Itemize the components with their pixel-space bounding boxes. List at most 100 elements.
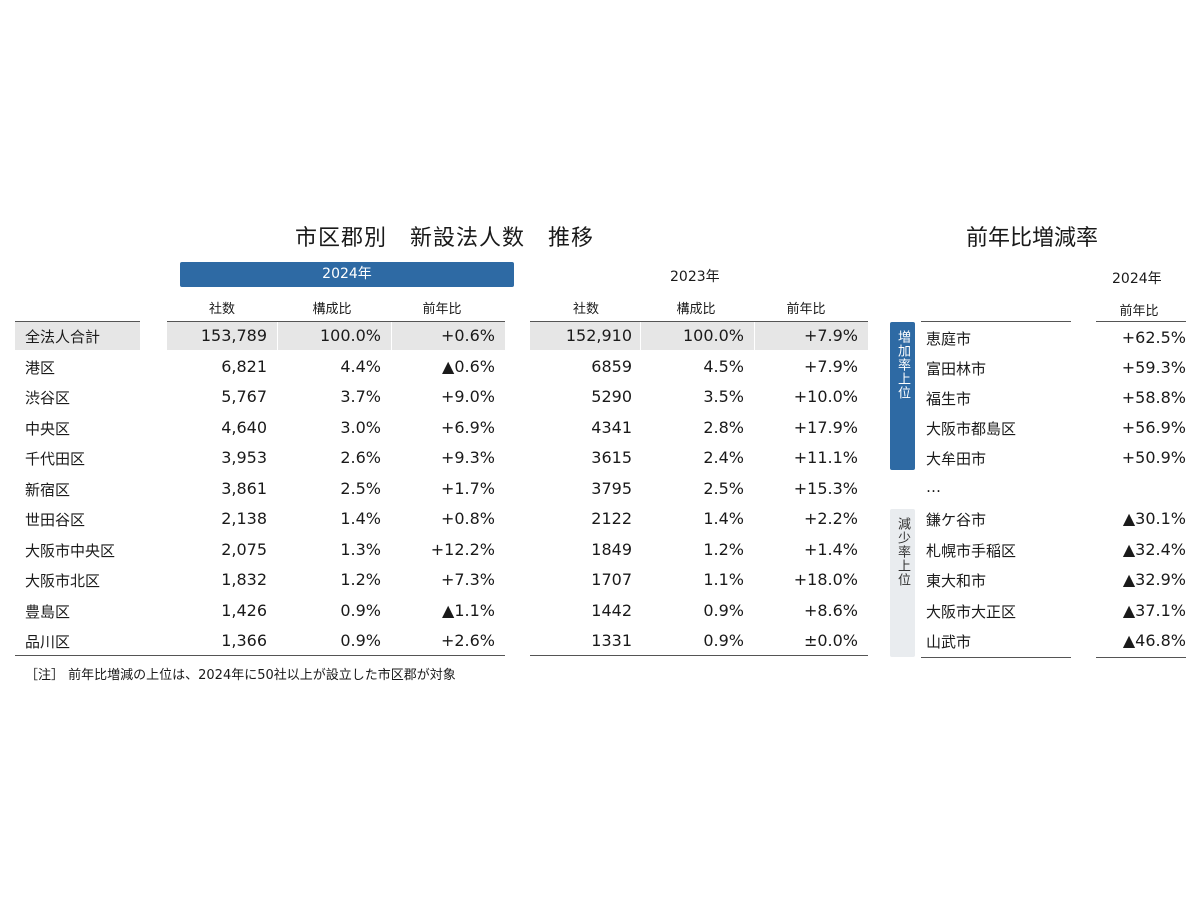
- increase-name: 大牟田市: [926, 450, 987, 468]
- cell-2024-yoy: +9.3%: [440, 448, 495, 467]
- cell-2023-count: 2122: [591, 509, 632, 528]
- row-label: 千代田区: [25, 450, 86, 468]
- col-2024-count: 社数: [208, 302, 235, 317]
- cell-2024-share: 4.4%: [340, 357, 381, 376]
- footnote: ［注］ 前年比増減の上位は、2024年に50社以上が設立した市区郡が対象: [25, 668, 456, 683]
- decrease-rank-label: 減少率上位: [895, 517, 910, 587]
- cell-2024-count: 2,075: [221, 540, 267, 559]
- total-sep-2: [391, 322, 392, 350]
- decrease-value: ▲37.1%: [1122, 601, 1186, 620]
- cell-2023-count: 152,910: [565, 326, 632, 345]
- increase-value: +50.9%: [1121, 448, 1186, 467]
- decrease-value: ▲32.4%: [1122, 540, 1186, 559]
- cell-2023-count: 1442: [591, 601, 632, 620]
- cell-2024-share: 2.5%: [340, 479, 381, 498]
- rule-2024-top: [167, 321, 505, 322]
- year-2024-band: 2024年: [180, 262, 514, 287]
- cell-2024-count: 5,767: [221, 387, 267, 406]
- rule-2024-bottom: [15, 655, 505, 656]
- increase-value: +56.9%: [1121, 418, 1186, 437]
- cell-2024-share: 3.0%: [340, 418, 381, 437]
- cell-2024-count: 3,953: [221, 448, 267, 467]
- decrease-name: 山武市: [926, 633, 972, 651]
- cell-2024-yoy: +9.0%: [440, 387, 495, 406]
- cell-2024-count: 153,789: [200, 326, 267, 345]
- row-label: 全法人合計: [25, 328, 101, 346]
- cell-2023-count: 1331: [591, 631, 632, 650]
- increase-name: 富田林市: [926, 360, 987, 378]
- cell-2023-share: 0.9%: [703, 631, 744, 650]
- cell-2024-yoy: +0.6%: [440, 326, 495, 345]
- total-sep-3: [640, 322, 641, 350]
- cell-2024-yoy: +12.2%: [430, 540, 495, 559]
- cell-2023-share: 2.4%: [703, 448, 744, 467]
- row-label: 中央区: [25, 420, 71, 438]
- increase-value: +58.8%: [1121, 388, 1186, 407]
- rule-side-name-bottom: [921, 657, 1071, 658]
- cell-2024-yoy: +7.3%: [440, 570, 495, 589]
- cell-2024-yoy: ▲0.6%: [442, 357, 495, 376]
- row-label: 品川区: [25, 633, 71, 651]
- cell-2023-share: 0.9%: [703, 601, 744, 620]
- cell-2023-share: 1.1%: [703, 570, 744, 589]
- col-2023-count: 社数: [572, 302, 599, 317]
- row-label: 渋谷区: [25, 389, 71, 407]
- cell-2024-yoy: +2.6%: [440, 631, 495, 650]
- cell-2023-share: 1.2%: [703, 540, 744, 559]
- rule-side-val-top: [1096, 321, 1186, 322]
- cell-2024-count: 1,366: [221, 631, 267, 650]
- total-row-bg-2023: [530, 322, 868, 350]
- cell-2023-share: 4.5%: [703, 357, 744, 376]
- decrease-name: 札幌市手稲区: [926, 542, 1017, 560]
- cell-2023-share: 100.0%: [682, 326, 744, 345]
- cell-2023-yoy: +10.0%: [793, 387, 858, 406]
- cell-2024-yoy: +1.7%: [440, 479, 495, 498]
- cell-2024-count: 6,821: [221, 357, 267, 376]
- row-label: 港区: [25, 359, 56, 377]
- cell-2023-yoy: +8.6%: [803, 601, 858, 620]
- cell-2023-yoy: +2.2%: [803, 509, 858, 528]
- page-title: 市区郡別 新設法人数 推移: [295, 226, 595, 251]
- col-2024-share: 構成比: [312, 302, 352, 317]
- cell-2024-share: 1.2%: [340, 570, 381, 589]
- total-sep-1: [277, 322, 278, 350]
- cell-2023-share: 2.8%: [703, 418, 744, 437]
- cell-2023-count: 1849: [591, 540, 632, 559]
- increase-name: 恵庭市: [926, 330, 972, 348]
- decrease-value: ▲46.8%: [1122, 631, 1186, 650]
- cell-2024-yoy: +0.8%: [440, 509, 495, 528]
- row-label: 大阪市中央区: [25, 542, 116, 560]
- rule-side-val-bottom: [1096, 657, 1186, 658]
- side-year-label: 2024年: [1112, 271, 1162, 287]
- increase-name: 福生市: [926, 390, 972, 408]
- cell-2024-share: 1.4%: [340, 509, 381, 528]
- cell-2023-count: 6859: [591, 357, 632, 376]
- cell-2023-share: 1.4%: [703, 509, 744, 528]
- cell-2023-count: 5290: [591, 387, 632, 406]
- decrease-value: ▲30.1%: [1122, 509, 1186, 528]
- ellipsis: …: [926, 478, 941, 496]
- decrease-name: 東大和市: [926, 572, 987, 590]
- total-sep-4: [754, 322, 755, 350]
- cell-2024-count: 1,426: [221, 601, 267, 620]
- cell-2024-share: 0.9%: [340, 631, 381, 650]
- cell-2024-yoy: ▲1.1%: [442, 601, 495, 620]
- rule-side-name-top: [921, 321, 1071, 322]
- row-label: 新宿区: [25, 481, 71, 499]
- cell-2024-count: 2,138: [221, 509, 267, 528]
- cell-2024-share: 100.0%: [319, 326, 381, 345]
- cell-2023-count: 4341: [591, 418, 632, 437]
- col-2023-yoy: 前年比: [786, 302, 826, 317]
- increase-rank-badge: 増加率上位: [890, 322, 915, 470]
- increase-value: +62.5%: [1121, 328, 1186, 347]
- cell-2024-share: 2.6%: [340, 448, 381, 467]
- cell-2023-yoy: +11.1%: [793, 448, 858, 467]
- cell-2023-yoy: +1.4%: [803, 540, 858, 559]
- cell-2023-count: 3795: [591, 479, 632, 498]
- cell-2023-yoy: +7.9%: [803, 357, 858, 376]
- row-label: 世田谷区: [25, 511, 86, 529]
- decrease-rank-badge: 減少率上位: [890, 509, 915, 657]
- cell-2024-count: 3,861: [221, 479, 267, 498]
- cell-2023-yoy: +18.0%: [793, 570, 858, 589]
- total-row-bg-2024: [167, 322, 505, 350]
